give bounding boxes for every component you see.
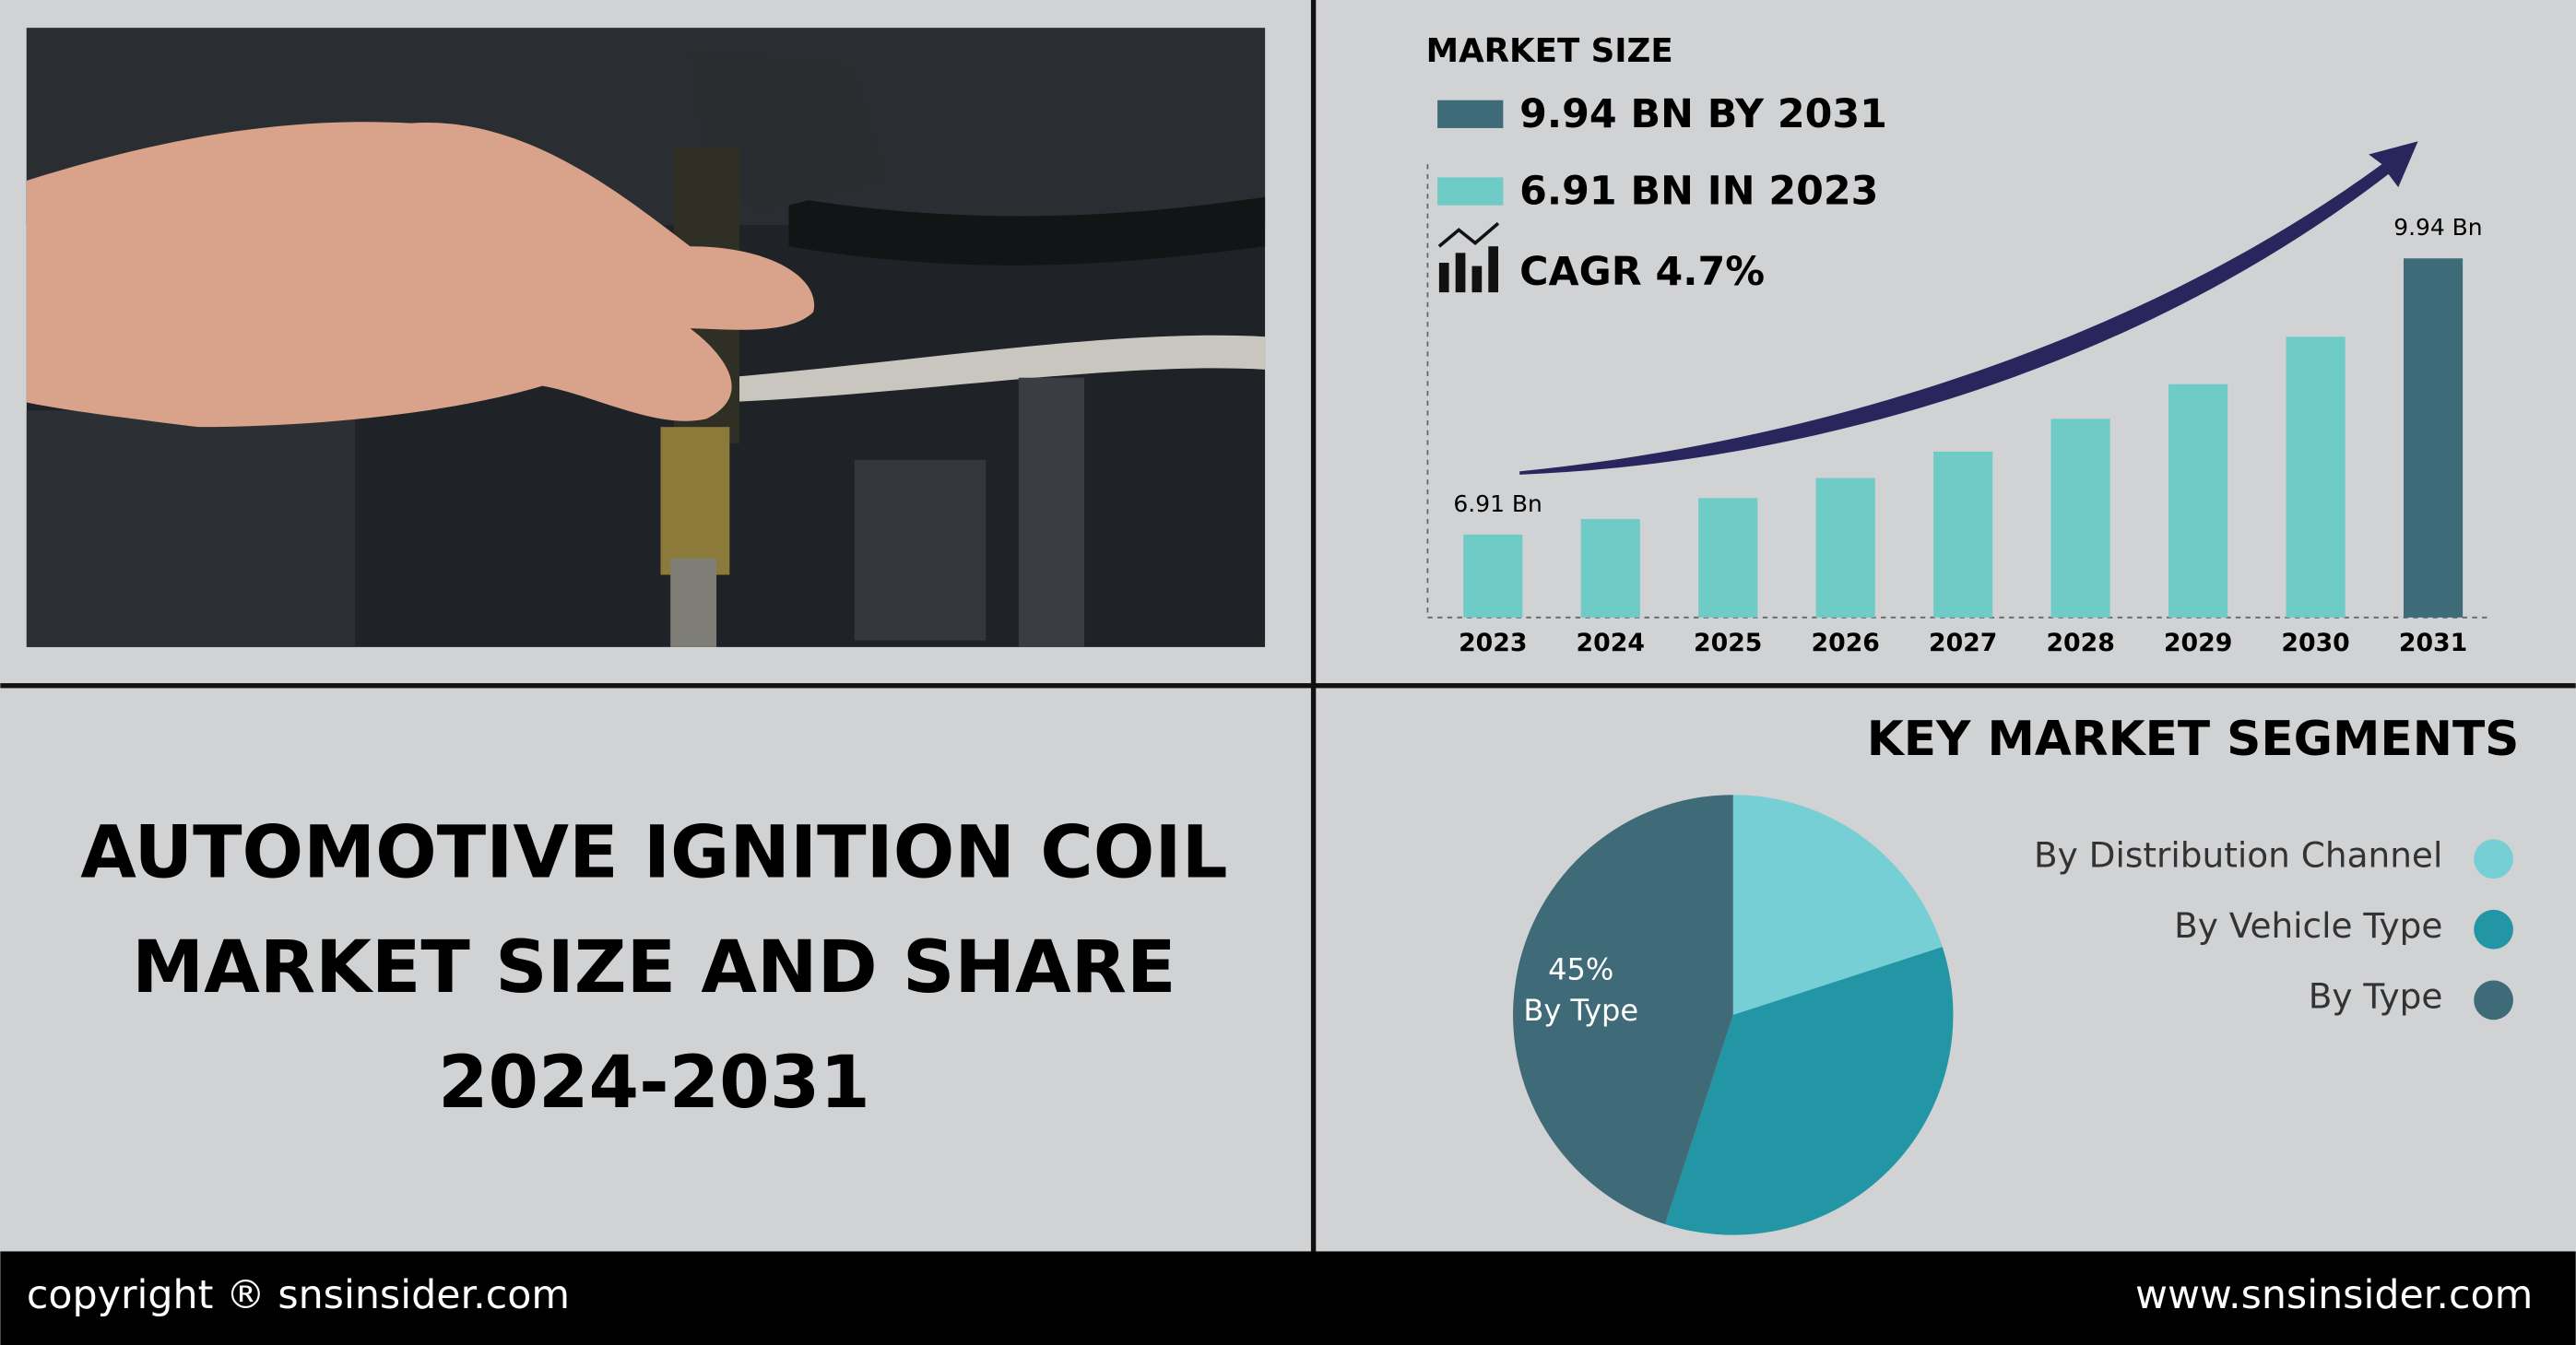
footer-right: www.snsinsider.com: [2135, 1272, 2533, 1318]
summary: CAGR 4.7%: [1519, 249, 1765, 295]
x-tick-label: 2026: [1812, 629, 1880, 657]
legend-label: By Distribution Channel: [2034, 834, 2442, 875]
legend-marker: [2474, 909, 2513, 950]
title-line: 2024-2031: [438, 1041, 870, 1125]
x-tick-label: 2030: [2281, 629, 2349, 657]
bar: [1580, 519, 1640, 618]
divider: [1310, 0, 1317, 1252]
x-tick-label: 2025: [1694, 629, 1762, 657]
pie-slice: [1732, 795, 1943, 1015]
x-tick-label: 2029: [2164, 629, 2232, 657]
legend-swatch: [1437, 100, 1504, 128]
value-label: 9.94 Bn: [2393, 214, 2482, 241]
legend-marker: [2474, 839, 2513, 879]
legend-marker: [2474, 980, 2513, 1021]
bar: [1815, 478, 1875, 618]
footer-bar: [0, 1251, 2576, 1345]
legend-label: By Type: [2309, 976, 2443, 1017]
chart-title: MARKET SIZE: [1426, 32, 1673, 70]
pie-slice: [1665, 947, 1954, 1235]
bar: [2050, 419, 2110, 618]
legend-swatch: [1437, 177, 1504, 206]
value-label: 6.91 Bn: [1453, 490, 1542, 517]
x-tick-label: 2023: [1459, 629, 1527, 657]
x-tick-label: 2031: [2399, 629, 2467, 657]
summary: 9.94 BN BY 2031: [1519, 91, 1887, 137]
bar: [1933, 451, 1993, 618]
slice-label: 45%: [1548, 951, 1613, 986]
bar: [2168, 383, 2228, 618]
x-tick-label: 2024: [1577, 629, 1645, 657]
slice-label: By Type: [1523, 993, 1638, 1028]
summary: 6.91 BN IN 2023: [1519, 169, 1878, 215]
divider: [0, 683, 2576, 689]
growth-icon: [1437, 221, 1500, 293]
bar: [2403, 258, 2464, 618]
bar: [1463, 534, 1523, 618]
photo: [26, 28, 1266, 647]
bar: [1698, 498, 1758, 618]
title-line: AUTOMOTIVE IGNITION COIL: [80, 810, 1227, 894]
legend-label: By Vehicle Type: [2174, 905, 2442, 946]
pie-slice: [1513, 795, 1733, 1224]
bar: [2286, 336, 2346, 618]
x-tick-label: 2027: [1929, 629, 1997, 657]
x-tick-label: 2028: [2046, 629, 2114, 657]
footer-left: copyright ® snsinsider.com: [27, 1272, 570, 1318]
chart-title: KEY MARKET SEGMENTS: [1867, 712, 2520, 767]
title-line: MARKET SIZE AND SHARE: [132, 926, 1176, 1009]
